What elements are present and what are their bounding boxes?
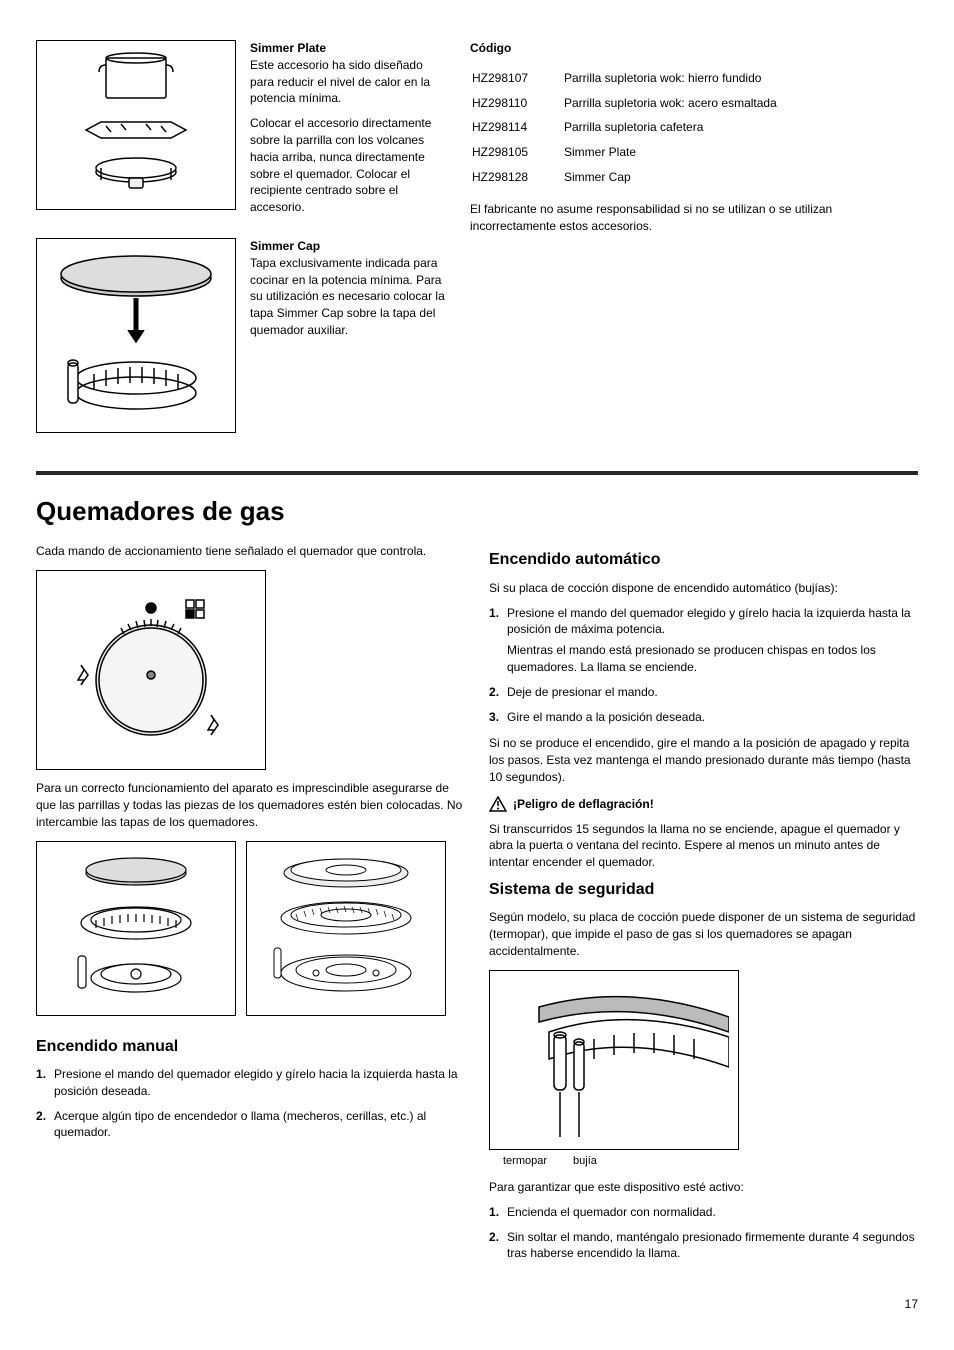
simmer-plate-title: Simmer Plate bbox=[250, 41, 326, 55]
simmer-cap-illustration bbox=[36, 238, 236, 433]
main-intro: Cada mando de accionamiento tiene señala… bbox=[36, 543, 465, 560]
safety-heading: Sistema de seguridad bbox=[489, 879, 918, 901]
warning-caps: Para un correcto funcionamiento del apar… bbox=[36, 780, 465, 830]
simmer-plate-illustration bbox=[36, 40, 236, 210]
safety-steps: Encienda el quemador con normalidad. Sin… bbox=[489, 1204, 918, 1262]
codigo-disclaimer: El fabricante no asume responsabilidad s… bbox=[470, 201, 918, 235]
burner-large-illustration bbox=[246, 841, 446, 1016]
manual-step-1: Presione el mando del quemador elegido y… bbox=[36, 1066, 465, 1100]
main-heading: Quemadores de gas bbox=[36, 493, 918, 529]
codigo-table: HZ298107Parrilla supletoria wok: hierro … bbox=[470, 65, 918, 191]
auto-step-3: Gire el mando a la posición deseada. bbox=[489, 709, 918, 726]
manual-heading: Encendido manual bbox=[36, 1036, 465, 1058]
label-bujia: bujía bbox=[573, 1154, 597, 1169]
codigo-heading: Código bbox=[470, 40, 918, 57]
warning-icon bbox=[489, 796, 507, 812]
auto-heading: Encendido automático bbox=[489, 549, 918, 571]
section-divider bbox=[36, 471, 918, 475]
burner-small-illustration bbox=[36, 841, 236, 1016]
auto-intro: Si su placa de cocción dispone de encend… bbox=[489, 580, 918, 597]
simmer-plate-p2: Colocar el accesorio directamente sobre … bbox=[250, 115, 446, 216]
simmer-plate-p1: Este accesorio ha sido diseñado para red… bbox=[250, 58, 430, 106]
safety-illustration bbox=[489, 970, 739, 1150]
manual-step-2: Acerque algún tipo de encendedor o llama… bbox=[36, 1108, 465, 1142]
manual-steps: Presione el mando del quemador elegido y… bbox=[36, 1066, 465, 1141]
safety-after: Para garantizar que este dispositivo est… bbox=[489, 1179, 918, 1196]
simmer-cap-p1: Tapa exclusivamente indicada para cocina… bbox=[250, 256, 445, 337]
safety-intro: Según modelo, su placa de cocción puede … bbox=[489, 909, 918, 959]
auto-after: Si no se produce el encendido, gire el m… bbox=[489, 735, 918, 785]
safety-step-2: Sin soltar el mando, manténgalo presiona… bbox=[489, 1229, 918, 1263]
label-termopar: termopar bbox=[503, 1154, 547, 1169]
auto-step-1: Presione el mando del quemador elegido y… bbox=[489, 605, 918, 676]
safety-labels: termopar bujía bbox=[489, 1154, 918, 1169]
warning-text: Si transcurridos 15 segundos la llama no… bbox=[489, 821, 918, 871]
simmer-cap-title: Simmer Cap bbox=[250, 239, 320, 253]
knob-illustration bbox=[36, 570, 266, 770]
auto-step-2: Deje de presionar el mando. bbox=[489, 684, 918, 701]
safety-step-1: Encienda el quemador con normalidad. bbox=[489, 1204, 918, 1221]
auto-steps: Presione el mando del quemador elegido y… bbox=[489, 605, 918, 726]
page-number: 17 bbox=[36, 1296, 918, 1313]
warning-label: ¡Peligro de deflagración! bbox=[513, 796, 654, 813]
